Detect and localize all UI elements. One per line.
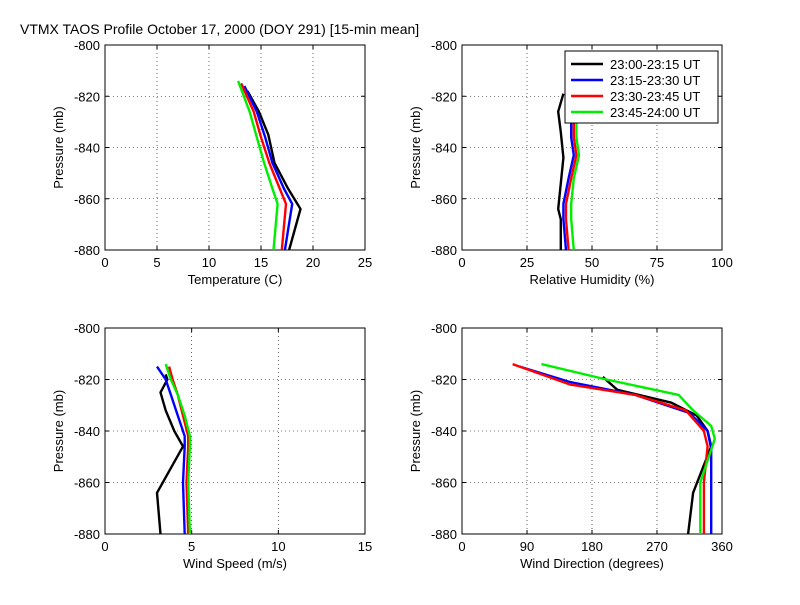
series-line-2 xyxy=(156,365,186,535)
y-tick-label: -820 xyxy=(74,89,100,104)
x-tick-label: 180 xyxy=(581,539,603,554)
x-axis-label: Wind Speed (m/s) xyxy=(183,556,287,571)
x-tick-label: 25 xyxy=(520,255,534,270)
x-tick-label: 10 xyxy=(202,255,216,270)
plot-temperature: 0 5 10 15 20 25 -800 -820 -840 -860 -880 Temperatur… xyxy=(51,38,372,287)
x-tick-label: 0 xyxy=(101,255,108,270)
y-tick-label: -840 xyxy=(431,424,457,439)
series-line-4 xyxy=(541,362,716,534)
x-axis-label: Temperature (C) xyxy=(188,272,283,287)
y-axis-label: Pressure (mb) xyxy=(51,390,66,472)
x-tick-label: 50 xyxy=(585,255,599,270)
y-tick-label: -840 xyxy=(431,141,457,156)
y-tick-label: -800 xyxy=(74,38,100,53)
y-tick-label: -860 xyxy=(431,192,457,207)
y-tick-label: -860 xyxy=(74,476,100,491)
x-tick-label: 5 xyxy=(153,255,160,270)
x-tick-label: 25 xyxy=(358,255,372,270)
x-tick-label: 100 xyxy=(711,255,733,270)
y-tick-label: -860 xyxy=(431,476,457,491)
y-tick-label: -840 xyxy=(74,424,100,439)
figure-title: VTMX TAOS Profile October 17, 2000 (DOY … xyxy=(20,21,419,37)
x-tick-label: 0 xyxy=(458,539,465,554)
x-tick-label: 360 xyxy=(711,539,733,554)
series-line-4 xyxy=(164,363,192,535)
x-tick-label: 270 xyxy=(646,539,668,554)
legend-label-4: 23:45-24:00 UT xyxy=(610,105,700,120)
y-tick-label: -800 xyxy=(74,321,100,336)
legend-label-3: 23:30-23:45 UT xyxy=(610,89,700,104)
series-line-3 xyxy=(512,362,709,534)
legend-label-2: 23:15-23:30 UT xyxy=(610,73,700,88)
series-line-3 xyxy=(167,366,190,535)
x-tick-label: 75 xyxy=(650,255,664,270)
x-tick-label: 10 xyxy=(271,539,285,554)
y-tick-label: -880 xyxy=(431,243,457,258)
series-line-2 xyxy=(519,365,713,534)
series-line-1 xyxy=(246,90,302,251)
y-tick-label: -840 xyxy=(74,141,100,156)
y-tick-label: -880 xyxy=(74,527,100,542)
series-line-4 xyxy=(236,80,279,251)
y-tick-label: -880 xyxy=(74,243,100,258)
y-tick-label: -800 xyxy=(431,38,457,53)
legend-label-1: 23:00-23:15 UT xyxy=(610,57,700,72)
series-line-2 xyxy=(243,85,294,251)
y-tick-label: -820 xyxy=(431,373,457,388)
series-line-2 xyxy=(562,106,575,251)
x-tick-label: 20 xyxy=(306,255,320,270)
y-tick-label: -860 xyxy=(74,192,100,207)
series-line-3 xyxy=(564,106,578,251)
x-axis-label: Wind Direction (degrees) xyxy=(520,556,664,571)
y-axis-label: Pressure (mb) xyxy=(408,106,423,188)
series-line-3 xyxy=(240,82,288,251)
series-line-4 xyxy=(570,106,581,251)
x-tick-label: 0 xyxy=(101,539,108,554)
x-tick-label: 5 xyxy=(188,539,195,554)
plot-wind-speed: 0 5 10 15 -800 -820 -840 -860 -880 Wind Speed (m/… xyxy=(51,321,372,571)
x-tick-label: 15 xyxy=(254,255,268,270)
y-tick-label: -800 xyxy=(431,321,457,336)
y-tick-label: -820 xyxy=(74,373,100,388)
y-axis-label: Pressure (mb) xyxy=(408,390,423,472)
y-axis-label: Pressure (mb) xyxy=(51,106,66,188)
x-tick-label: 90 xyxy=(520,539,534,554)
x-tick-label: 0 xyxy=(458,255,465,270)
x-axis-label: Relative Humidity (%) xyxy=(530,272,655,287)
y-tick-label: -880 xyxy=(431,527,457,542)
plot-wind-direction: 0 90 180 270 360 -800 -820 -840 -860 -880 Wind Dir… xyxy=(408,321,733,571)
series-line-1 xyxy=(557,93,565,250)
y-tick-label: -820 xyxy=(431,89,457,104)
x-tick-label: 15 xyxy=(358,539,372,554)
